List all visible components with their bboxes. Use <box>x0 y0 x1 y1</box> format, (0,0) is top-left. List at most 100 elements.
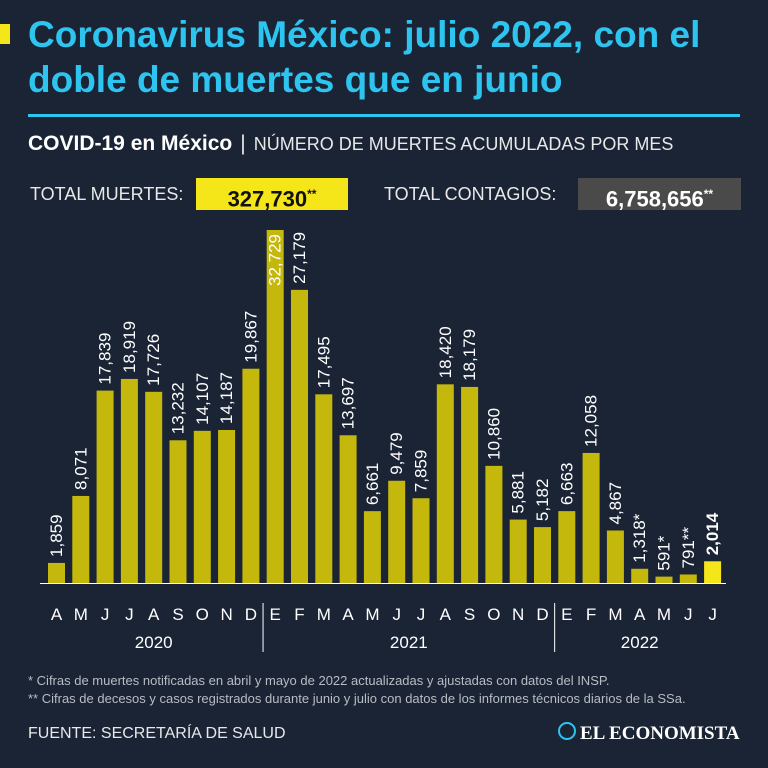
month-tick-21: E <box>561 605 572 624</box>
data-label-23: 4,867 <box>606 482 625 525</box>
bar-25 <box>655 576 673 583</box>
month-tick-15: J <box>417 605 426 624</box>
bar-27 <box>704 561 722 583</box>
bar-22 <box>582 452 600 583</box>
month-tick-14: J <box>392 605 401 624</box>
data-label-4: 17,726 <box>144 334 163 386</box>
data-label-20: 5,182 <box>533 479 552 522</box>
bar-12 <box>339 435 357 583</box>
data-label-13: 6,661 <box>363 463 382 506</box>
total-cases-number: 6,758,656 <box>605 186 704 212</box>
month-tick-8: D <box>245 605 257 624</box>
total-deaths-label: TOTAL MUERTES: <box>30 184 184 204</box>
bar-10 <box>291 289 308 583</box>
total-cases-label: TOTAL CONTAGIOS: <box>384 184 557 204</box>
month-tick-1: M <box>74 605 88 624</box>
month-tick-12: A <box>342 605 354 624</box>
bar-9 <box>266 230 284 583</box>
bar-0 <box>48 562 65 583</box>
bar-16 <box>436 384 454 583</box>
bar-6 <box>193 430 211 583</box>
subtitle-separator: | <box>240 132 246 155</box>
month-tick-22: F <box>586 605 596 624</box>
data-label-22: 12,058 <box>582 395 601 447</box>
month-tick-0: A <box>51 605 63 624</box>
bar-24 <box>631 568 649 583</box>
data-label-3: 18,919 <box>120 321 139 373</box>
bar-20 <box>534 527 551 583</box>
data-label-15: 7,859 <box>412 450 431 493</box>
data-label-25: 591* <box>655 535 674 570</box>
bar-19 <box>509 519 527 583</box>
totals-row: TOTAL MUERTES: 327,730** TOTAL CONTAGIOS… <box>0 178 768 212</box>
publisher-logo: EL ECONOMISTA <box>558 722 740 745</box>
data-label-8: 19,867 <box>241 311 260 363</box>
chart-subtitle: COVID-19 en México | NÚMERO DE MUERTES ACU… <box>28 132 673 156</box>
bar-18 <box>485 465 503 583</box>
subtitle-description: NÚMERO DE MUERTES ACUMULADAS POR MES <box>253 134 674 154</box>
total-cases-mark: ** <box>703 187 714 201</box>
month-tick-2: J <box>101 605 110 624</box>
data-label-26: 791** <box>679 526 698 568</box>
footnote-2: ** Cifras de decesos y casos registrados… <box>28 691 686 706</box>
bar-23 <box>606 530 624 583</box>
data-label-27: 2,014 <box>703 512 722 555</box>
data-label-6: 14,107 <box>193 373 212 425</box>
bar-11 <box>315 394 333 583</box>
month-tick-6: O <box>196 605 209 624</box>
bar-2 <box>96 390 114 583</box>
data-label-24: 1,318* <box>630 513 649 563</box>
data-label-18: 10,860 <box>484 408 503 460</box>
bar-5 <box>169 440 187 583</box>
month-tick-20: D <box>536 605 548 624</box>
data-label-16: 18,420 <box>436 326 455 378</box>
total-cases-value: 6,758,656** <box>578 178 741 212</box>
data-label-0: 1,859 <box>47 514 66 557</box>
data-label-11: 17,495 <box>314 336 333 388</box>
data-label-19: 5,881 <box>509 471 528 514</box>
bar-17 <box>461 386 479 583</box>
data-label-1: 8,071 <box>71 447 90 490</box>
bar-13 <box>363 511 381 583</box>
year-label-2022: 2022 <box>621 633 659 652</box>
bar-15 <box>412 498 430 583</box>
bar-21 <box>558 511 576 583</box>
month-tick-17: S <box>464 605 475 624</box>
month-tick-13: M <box>365 605 379 624</box>
data-label-2: 17,839 <box>96 333 115 385</box>
data-label-5: 13,232 <box>169 382 188 434</box>
total-deaths-mark: ** <box>307 187 317 201</box>
month-tick-26: J <box>684 605 693 624</box>
data-label-9: 32,729 <box>266 234 285 286</box>
bar-1 <box>72 495 90 583</box>
year-label-2021: 2021 <box>390 633 428 652</box>
bar-3 <box>120 378 138 583</box>
logo-text: EL ECONOMISTA <box>580 723 740 744</box>
bar-7 <box>218 429 236 583</box>
bar-4 <box>145 391 163 583</box>
title-divider <box>28 114 740 117</box>
year-label-2020: 2020 <box>135 633 173 652</box>
subtitle-topic: COVID-19 en México <box>28 132 233 155</box>
month-tick-5: S <box>172 605 183 624</box>
data-label-17: 18,179 <box>460 329 479 381</box>
bar-14 <box>388 480 406 583</box>
title-accent-bar <box>0 24 10 44</box>
month-tick-16: A <box>440 605 452 624</box>
data-label-21: 6,663 <box>557 463 576 506</box>
month-tick-18: O <box>487 605 500 624</box>
footnote-1: * Cifras de muertes notificadas en abril… <box>28 673 610 688</box>
month-tick-11: M <box>317 605 331 624</box>
data-label-14: 9,479 <box>387 432 406 475</box>
month-tick-7: N <box>220 605 232 624</box>
month-tick-9: E <box>270 605 281 624</box>
total-deaths-number: 327,730 <box>227 186 308 212</box>
month-tick-4: A <box>148 605 160 624</box>
logo-icon <box>558 722 576 740</box>
month-tick-19: N <box>512 605 524 624</box>
data-label-7: 14,187 <box>217 372 236 424</box>
month-tick-10: F <box>294 605 304 624</box>
bar-8 <box>242 368 260 583</box>
month-tick-27: J <box>708 605 717 624</box>
